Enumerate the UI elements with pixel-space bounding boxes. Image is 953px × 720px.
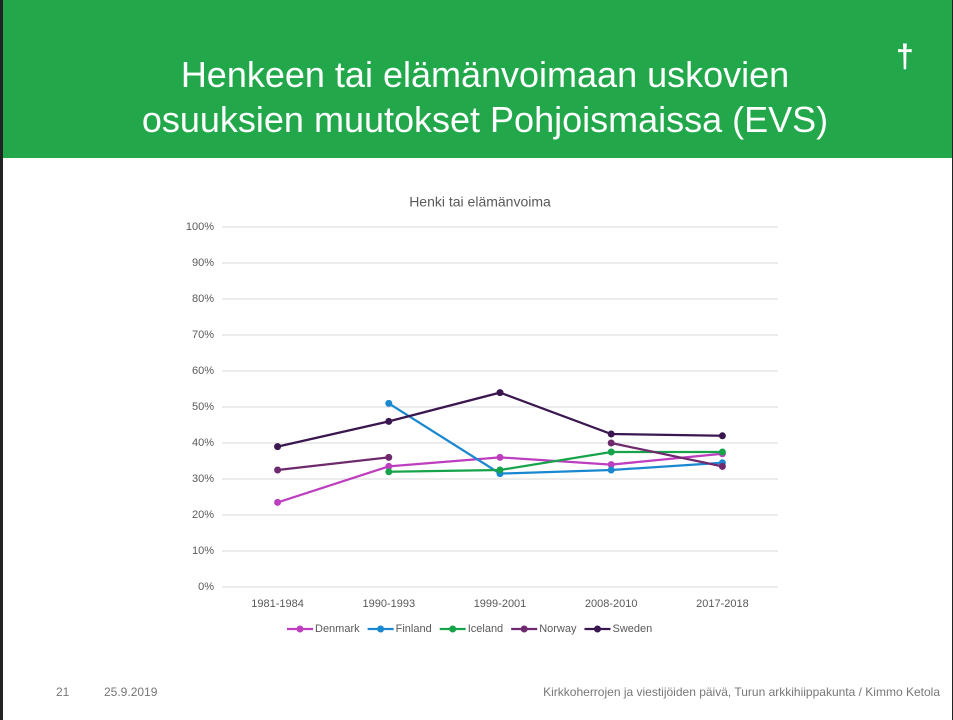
y-tick-label: 30%: [192, 473, 214, 485]
data-point: [385, 468, 393, 476]
series-line: [277, 452, 723, 504]
data-point: [496, 466, 504, 474]
legend-marker: [520, 625, 528, 633]
data-point: [607, 439, 615, 447]
series-line: [388, 450, 723, 473]
data-point: [607, 461, 615, 469]
header: [0, 0, 953, 158]
y-tick-label: 20%: [192, 509, 214, 521]
y-tick-label: 60%: [192, 365, 214, 377]
data-point: [718, 432, 726, 440]
series-line: [388, 402, 723, 475]
data-point: [718, 448, 726, 456]
x-tick-label: 2008-2010: [585, 598, 638, 610]
legend-label: Finland: [396, 623, 432, 635]
y-tick-label: 0%: [198, 581, 214, 593]
data-point: [274, 443, 282, 451]
slide-title: Henkeen tai elämänvoimaan uskovien osuuk…: [141, 54, 829, 140]
data-point: [385, 417, 393, 425]
legend-label: Iceland: [468, 623, 503, 635]
legend-marker: [449, 625, 457, 633]
data-point: [607, 466, 615, 474]
cross-symbol: †: [896, 38, 914, 74]
chart-title: Henki tai elämänvoima: [409, 194, 551, 210]
y-tick-label: 100%: [186, 221, 214, 233]
data-point: [385, 462, 393, 470]
page-number: 21: [56, 685, 70, 699]
y-tick-label: 50%: [192, 401, 214, 413]
legend-marker: [593, 625, 601, 633]
legend-label: Sweden: [612, 623, 652, 635]
data-point: [718, 462, 726, 470]
data-point: [385, 399, 393, 407]
y-tick-label: 10%: [192, 545, 214, 557]
footer-date: 25.9.2019: [104, 685, 158, 699]
y-tick-label: 70%: [192, 329, 214, 341]
series-line: [277, 441, 723, 472]
footer-text: Kirkkoherrojen ja viestijöiden päivä, Tu…: [543, 685, 940, 699]
legend-label: Denmark: [315, 623, 360, 635]
series-line: [277, 391, 723, 448]
y-tick-label: 80%: [192, 293, 214, 305]
legend-label: Norway: [539, 623, 577, 635]
x-tick-label: 2017-2018: [696, 598, 749, 610]
data-point: [274, 466, 282, 474]
x-tick-label: 1999-2001: [474, 598, 527, 610]
data-point: [496, 389, 504, 397]
legend-marker: [296, 625, 304, 633]
x-tick-label: 1981-1984: [251, 598, 304, 610]
data-point: [385, 453, 393, 461]
x-tick-label: 1990-1993: [362, 598, 415, 610]
y-tick-label: 40%: [192, 437, 214, 449]
y-tick-label: 90%: [192, 257, 214, 269]
legend-marker: [377, 625, 385, 633]
data-point: [607, 430, 615, 438]
data-point: [274, 498, 282, 506]
data-point: [496, 453, 504, 461]
data-point: [607, 448, 615, 456]
